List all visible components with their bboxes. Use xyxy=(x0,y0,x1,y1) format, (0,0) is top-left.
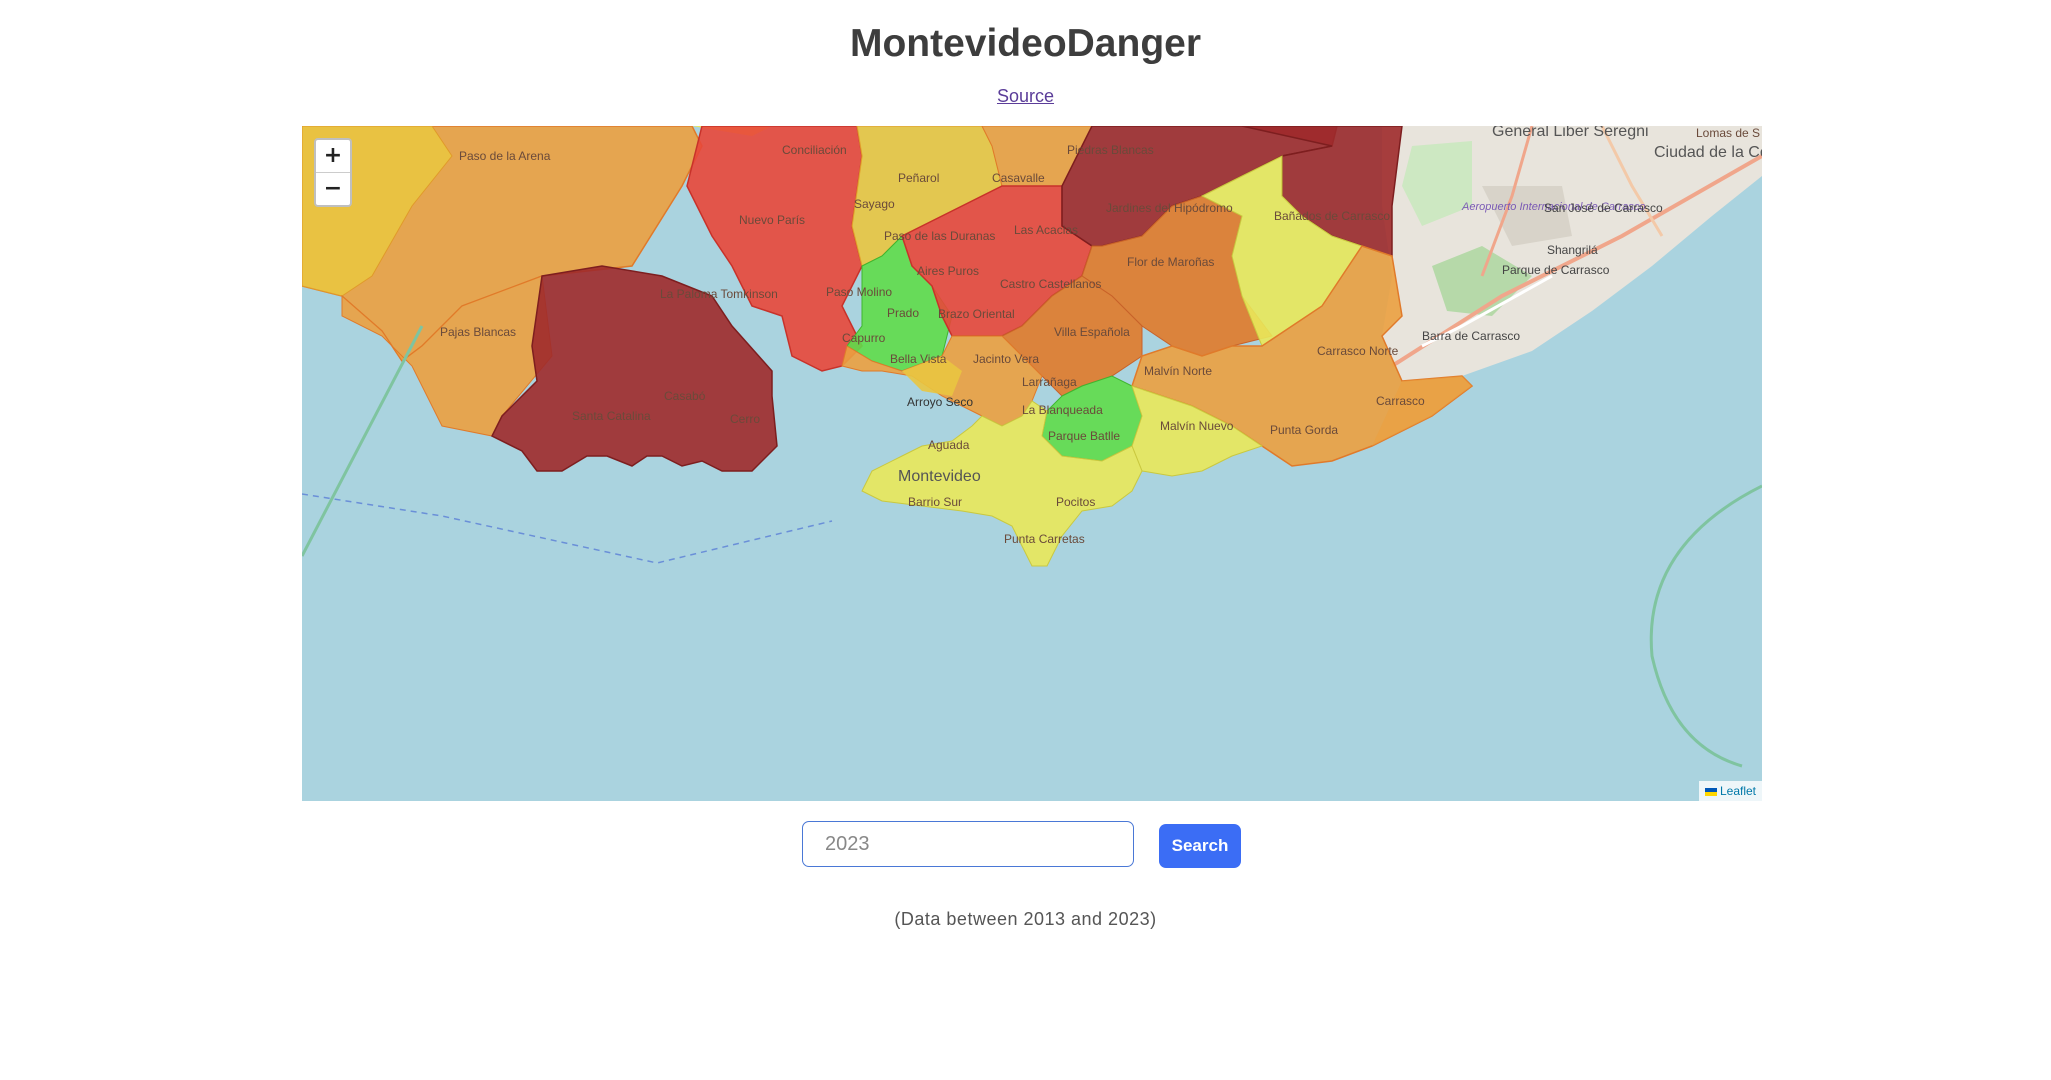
map[interactable]: + − xyxy=(302,126,1762,801)
page-title: MontevideoDanger xyxy=(849,22,1202,65)
data-range-note: (Data between 2013 and 2023) xyxy=(894,909,1157,929)
map-label: Santa Catalina xyxy=(572,409,651,423)
map-label: Ciudad de la Costa xyxy=(1654,144,1762,161)
zone-prado xyxy=(846,235,953,372)
map-label: Montevideo xyxy=(898,468,981,485)
map-label: Castro Castellanos xyxy=(1000,277,1101,291)
map-label: Carrasco Norte xyxy=(1317,344,1399,358)
map-label: Lomas de S xyxy=(1696,126,1760,140)
map-label: Larrañaga xyxy=(1022,375,1077,389)
map-label: Parque de Carrasco xyxy=(1502,263,1610,277)
map-label: La Paloma Tomkinson xyxy=(660,287,778,301)
source-link[interactable]: Source xyxy=(996,86,1055,106)
map-label: Las Acacias xyxy=(1014,223,1078,237)
map-label: Paso de las Duranas xyxy=(884,229,995,243)
zone-carrasco-east xyxy=(1372,376,1472,446)
map-label: Sayago xyxy=(854,197,895,211)
boundary-line xyxy=(302,325,424,557)
map-label: Punta Carretas xyxy=(1004,532,1085,546)
map-label: General Liber Seregni xyxy=(1492,126,1649,140)
map-label: Carrasco xyxy=(1376,394,1425,408)
park-green xyxy=(1432,246,1532,316)
map-label: Malvín Nuevo xyxy=(1160,419,1234,433)
map-label: Capurro xyxy=(842,331,886,345)
boundary-line xyxy=(1649,484,1762,768)
maritime-boundary xyxy=(302,493,833,564)
map-label: San José de Carrasco xyxy=(1544,201,1663,215)
map-label: Peñarol xyxy=(898,171,939,185)
map-label: Nuevo París xyxy=(739,213,805,227)
airport-apron xyxy=(1482,186,1572,246)
map-label: Aeropuerto Internacional de Carrasco xyxy=(1461,201,1645,213)
map-label: Pajas Blancas xyxy=(440,325,516,339)
map-label: Paso de la Arena xyxy=(459,149,551,163)
map-label: Jardines del Hipódromo xyxy=(1106,201,1233,215)
leaflet-link[interactable]: Leaflet xyxy=(1719,784,1756,798)
map-label: Arroyo Seco xyxy=(907,395,973,409)
map-attribution: Leaflet xyxy=(1698,781,1762,801)
map-label: Casabó xyxy=(664,389,706,403)
map-label: Piedras Blancas xyxy=(1067,143,1154,157)
map-label: Jacinto Vera xyxy=(973,352,1039,366)
map-label: Brazo Oriental xyxy=(938,307,1015,321)
airport-green xyxy=(1402,141,1472,226)
road xyxy=(1480,126,1534,277)
map-label: La Blanqueada xyxy=(1022,403,1103,417)
zone-la-paloma-cerro xyxy=(490,265,778,472)
road xyxy=(1421,274,1553,348)
source-link-wrapper: Source xyxy=(0,84,2051,108)
map-label: Aguada xyxy=(928,438,970,452)
map-label: Shangrilá xyxy=(1547,243,1598,257)
search-button[interactable]: Search xyxy=(1159,824,1241,868)
year-search-input[interactable] xyxy=(802,821,1134,867)
map-label: Punta Gorda xyxy=(1270,423,1338,437)
map-label: Aires Puros xyxy=(917,264,979,278)
map-label: Bella Vista xyxy=(890,352,947,366)
road xyxy=(1390,154,1762,368)
road xyxy=(1600,126,1664,237)
zone-malvin-nuevo xyxy=(1131,385,1264,477)
map-label: Malvín Norte xyxy=(1144,364,1212,378)
zoom-out-button[interactable]: − xyxy=(316,172,350,205)
zoom-in-button[interactable]: + xyxy=(323,143,343,168)
map-label: Prado xyxy=(887,306,919,320)
zone-centro-pocitos xyxy=(861,400,1143,567)
flag-icon xyxy=(1704,787,1717,796)
map-label: Cerro xyxy=(730,412,760,426)
map-canvas: Paso de la Arena Conciliación Piedras Bl… xyxy=(302,126,1762,801)
map-label: Bañados de Carrasco xyxy=(1274,209,1390,223)
map-label: Barrio Sur xyxy=(908,495,962,509)
map-label: Parque Batlle xyxy=(1048,429,1120,443)
map-label: Flor de Maroñas xyxy=(1127,255,1214,269)
zone-capurro xyxy=(902,356,962,396)
zoom-control: + − xyxy=(314,138,352,207)
map-label: Paso Molino xyxy=(826,285,892,299)
map-label: Conciliación xyxy=(782,143,847,157)
map-label: Villa Española xyxy=(1054,325,1130,339)
map-label: Pocitos xyxy=(1056,495,1095,509)
map-label: Barra de Carrasco xyxy=(1422,329,1520,343)
map-label: Casavalle xyxy=(992,171,1045,185)
